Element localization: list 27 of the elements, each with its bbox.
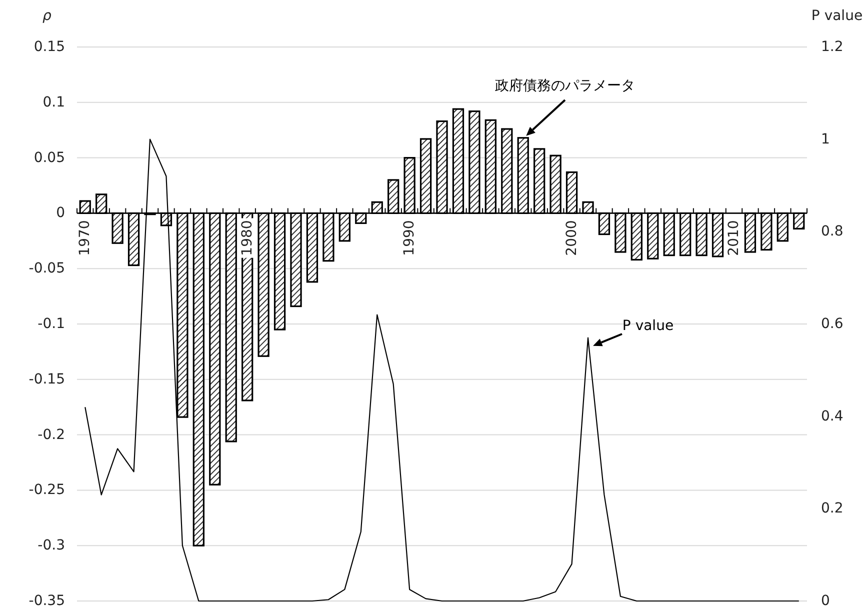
x-tick-label: 1980	[239, 220, 256, 256]
y-tick-label: -0.05	[28, 260, 65, 277]
x-tick-label: 1990	[402, 220, 418, 256]
y-tick-label: -0.35	[28, 593, 65, 609]
y-tick-label: -0.2	[38, 426, 65, 443]
x-tick-label: 1970	[77, 220, 94, 256]
y-tick-label: 0	[56, 205, 65, 222]
y2-tick-label: 0	[821, 593, 830, 609]
x-tick-label: 2010	[726, 220, 742, 256]
y-axis-title: ρ	[42, 8, 52, 24]
y-tick-label: -0.3	[38, 538, 65, 554]
y-tick-label: -0.1	[38, 316, 65, 332]
y2-tick-label: 1	[821, 131, 830, 148]
y-tick-label: 0.15	[34, 39, 65, 55]
y-tick-label: -0.25	[28, 482, 65, 498]
series-label: 政府債務のパラメータ	[495, 78, 635, 94]
y-tick-label: 0.05	[34, 150, 65, 166]
text: P value	[622, 318, 674, 334]
y2-tick-label: 0.8	[821, 224, 844, 240]
y2-tick-label: 0.2	[821, 500, 844, 517]
y2-axis-title: P value	[811, 8, 863, 24]
y2-tick-label: 0.4	[821, 408, 844, 424]
y2-tick-label: 1.2	[821, 39, 844, 55]
x-tick-label: 2000	[564, 220, 580, 256]
y2-tick-label: 0.6	[821, 316, 844, 332]
y-tick-label: -0.15	[28, 371, 65, 388]
y-tick-label: 0.1	[42, 94, 65, 110]
